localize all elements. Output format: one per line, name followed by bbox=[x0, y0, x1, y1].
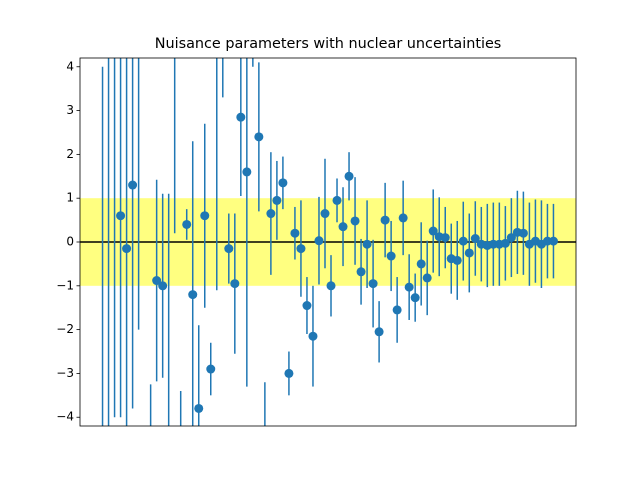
point bbox=[356, 267, 366, 277]
y-tick-label: −3 bbox=[56, 366, 74, 380]
point bbox=[170, 18, 179, 27]
point bbox=[500, 238, 510, 248]
point bbox=[302, 301, 312, 311]
point bbox=[128, 180, 138, 190]
point bbox=[458, 236, 468, 246]
point bbox=[428, 226, 438, 236]
y-tick-label: 1 bbox=[66, 191, 74, 205]
point bbox=[122, 244, 132, 254]
point bbox=[272, 195, 282, 205]
point bbox=[254, 132, 264, 142]
y-tick-label: −1 bbox=[56, 278, 74, 292]
point bbox=[326, 281, 336, 291]
point bbox=[146, 457, 155, 466]
point bbox=[380, 215, 390, 225]
point bbox=[452, 255, 462, 265]
point bbox=[548, 236, 558, 246]
plot-area bbox=[80, 0, 576, 466]
point bbox=[176, 457, 185, 466]
point bbox=[164, 435, 173, 444]
point bbox=[398, 213, 408, 223]
point bbox=[236, 112, 246, 122]
point bbox=[392, 305, 402, 315]
point bbox=[182, 219, 192, 229]
point bbox=[410, 293, 420, 303]
point bbox=[440, 233, 450, 243]
point bbox=[362, 239, 372, 249]
point bbox=[104, 18, 113, 27]
point bbox=[230, 279, 240, 289]
point bbox=[320, 209, 330, 219]
point bbox=[338, 222, 348, 232]
point bbox=[464, 248, 474, 258]
y-tick-label: −2 bbox=[56, 322, 74, 336]
point bbox=[266, 209, 276, 219]
point bbox=[368, 279, 378, 289]
point bbox=[284, 368, 294, 378]
point bbox=[218, 0, 227, 6]
point bbox=[152, 276, 162, 286]
point bbox=[290, 228, 300, 238]
point bbox=[350, 216, 360, 226]
point bbox=[374, 327, 384, 337]
point bbox=[134, 18, 143, 27]
point bbox=[278, 178, 288, 188]
point bbox=[518, 228, 528, 238]
point bbox=[416, 259, 426, 269]
y-tick-label: 3 bbox=[66, 103, 74, 117]
point bbox=[158, 281, 168, 291]
point bbox=[314, 236, 324, 246]
point bbox=[296, 244, 306, 254]
point bbox=[98, 457, 107, 466]
point bbox=[308, 331, 318, 341]
point bbox=[116, 211, 126, 221]
point bbox=[212, 18, 221, 27]
y-tick-label: 4 bbox=[66, 59, 74, 73]
point bbox=[242, 167, 252, 177]
point bbox=[188, 290, 198, 300]
point bbox=[332, 195, 342, 205]
point bbox=[470, 233, 480, 243]
point bbox=[344, 171, 354, 181]
point bbox=[248, 18, 257, 27]
point bbox=[206, 364, 216, 374]
point bbox=[506, 233, 516, 243]
chart-title: Nuisance parameters with nuclear uncerta… bbox=[155, 36, 502, 52]
point bbox=[200, 211, 210, 221]
point bbox=[260, 457, 269, 466]
point bbox=[422, 273, 432, 283]
point bbox=[404, 282, 414, 292]
y-tick-label: −4 bbox=[56, 410, 74, 424]
point bbox=[386, 251, 396, 261]
point bbox=[194, 403, 204, 413]
point bbox=[224, 244, 234, 254]
y-tick-label: 2 bbox=[66, 147, 74, 161]
y-tick-label: 0 bbox=[66, 235, 74, 249]
